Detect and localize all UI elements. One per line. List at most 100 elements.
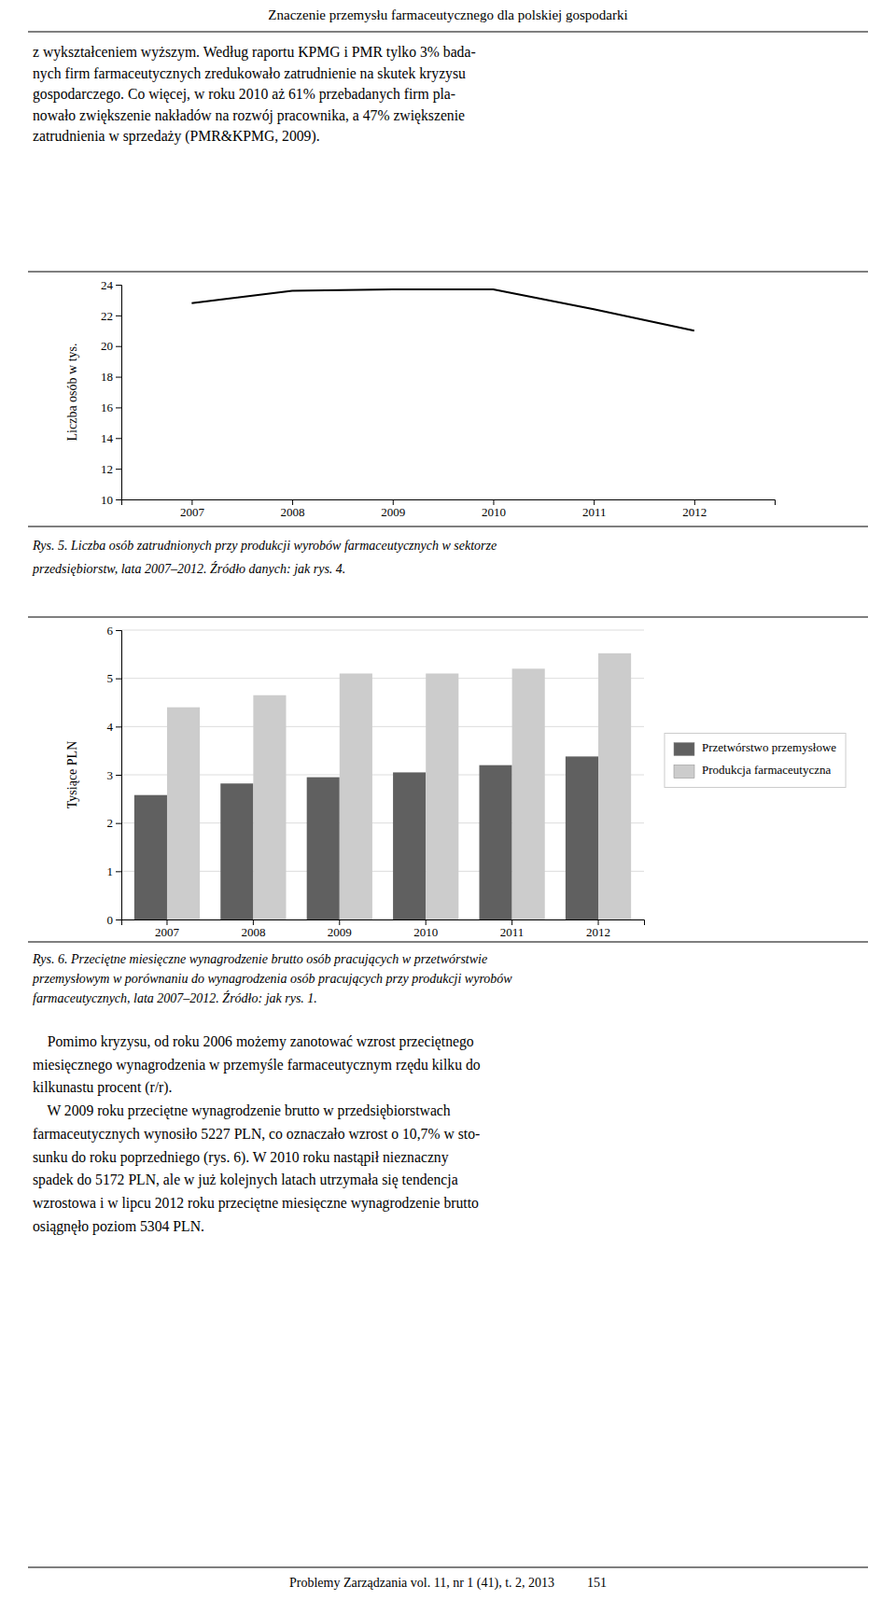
tick: 2012 — [586, 919, 611, 939]
paragraph-line: osiągnęło poziom 5304 PLN. — [32, 1218, 205, 1235]
tick-mark — [191, 499, 193, 505]
tick-mark — [115, 284, 122, 286]
tick: 2008 — [280, 499, 306, 519]
tick: 4 — [107, 719, 123, 734]
grid — [121, 630, 644, 920]
tick-mark — [115, 406, 122, 408]
paragraph-line: nowało zwiększenie nakładów na rozwój pr… — [32, 107, 465, 125]
tick: 16 — [100, 400, 122, 415]
separator — [28, 940, 868, 942]
tick: 6 — [107, 623, 123, 638]
separator — [28, 525, 868, 527]
tick-mark — [115, 499, 122, 501]
grid-line — [121, 630, 644, 631]
tick-mark — [166, 919, 168, 925]
tick: 2011 — [582, 499, 607, 519]
page: Znaczenie przemysłu farmaceutycznego dla… — [0, 0, 896, 1600]
bar — [512, 668, 546, 920]
legend-frame — [664, 733, 846, 788]
paragraph-line: W 2009 roku przeciętne wynagrodzenie bru… — [32, 1102, 451, 1120]
axis: 2007 2008 2009 2010 2011 2012 — [122, 919, 645, 939]
tick-label: 2009 — [327, 924, 352, 939]
tick: 1 — [107, 864, 123, 879]
tick: 2010 — [481, 499, 506, 519]
background — [0, 0, 896, 1600]
bar — [565, 756, 599, 920]
tick-mark — [115, 346, 122, 348]
paragraph-line: nych firm farmaceutycznych zredukowało z… — [32, 65, 466, 83]
axis: 200720082009201020112012 — [122, 499, 776, 519]
legend-swatch — [673, 742, 695, 756]
tick-label: 2007 — [180, 504, 206, 519]
tick: 5 — [107, 671, 123, 686]
tick: 2 — [107, 815, 123, 830]
tick-mark — [694, 499, 696, 505]
caption-line: przemysłowym w porównaniu do wynagrodzen… — [31, 971, 513, 986]
tick-label: 2007 — [154, 924, 181, 939]
line — [191, 289, 694, 331]
tick-mark — [115, 377, 122, 378]
tick: 2012 — [682, 499, 707, 519]
tick-label: 18 — [100, 369, 113, 384]
tick-label: 20 — [100, 338, 113, 353]
tick-label: 2008 — [240, 924, 266, 939]
tick-mark — [593, 499, 595, 505]
tick-label: 1 — [107, 864, 114, 879]
tick-mark — [115, 774, 122, 776]
tick-mark — [292, 499, 294, 505]
tick-label: 24 — [100, 278, 114, 293]
tick-label: 22 — [100, 308, 113, 323]
tick-label: 16 — [100, 400, 114, 415]
legend-item: Produkcja farmaceutyczna — [673, 762, 831, 778]
tick: 2007 — [154, 919, 181, 939]
legend: Przetwórstwo przemysłoweProdukcja farmac… — [664, 733, 846, 788]
grid-line — [121, 677, 644, 679]
separator — [28, 270, 868, 272]
axis-line — [115, 285, 123, 501]
paragraph-line: Pomimo kryzysu, od roku 2006 możemy zano… — [32, 1033, 475, 1050]
tick: 2010 — [413, 919, 438, 939]
tick: 12 — [100, 462, 122, 476]
bar — [392, 771, 426, 920]
tick: 2007 — [180, 499, 206, 519]
bar-series — [167, 653, 631, 920]
tick: 24 — [100, 278, 122, 293]
axis: 0123456 — [107, 623, 123, 927]
footer: Problemy Zarządzania vol. 11, nr 1 (41),… — [289, 1575, 607, 1591]
tick-mark — [392, 499, 394, 505]
plot-area — [134, 653, 631, 920]
tick-label: 6 — [107, 623, 114, 638]
tick-label: 0 — [107, 912, 114, 927]
axis: 1012141618202224 — [100, 278, 123, 507]
axis-title: Tysiące PLN — [65, 741, 80, 810]
tick: 10 — [100, 492, 122, 507]
tick-label: 4 — [107, 719, 114, 734]
axis-title: Liczba osób w tys. — [65, 343, 80, 442]
tick-label: 2010 — [481, 504, 506, 519]
tick-label: 2008 — [280, 504, 306, 519]
tick-mark — [115, 630, 122, 631]
tick: 2009 — [327, 919, 352, 939]
caption-line: Rys. 5. Liczba osób zatrudnionych przy p… — [31, 538, 497, 553]
tick: 22 — [100, 308, 122, 323]
tick-mark — [115, 437, 122, 439]
bar — [425, 673, 459, 921]
separator — [28, 616, 868, 617]
paragraph-line: z wykształceniem wyższym. Według raportu… — [32, 43, 476, 61]
tick-label: 2010 — [413, 924, 438, 939]
tick: 2011 — [500, 919, 525, 939]
tick-mark — [115, 870, 122, 872]
tick-mark — [511, 919, 513, 925]
tick-mark — [115, 678, 122, 680]
bar — [307, 777, 340, 920]
tick-label: 2012 — [682, 504, 707, 519]
tick-label: 2011 — [500, 924, 525, 939]
chart: 2007200820092010201120120123456Tysiące P… — [65, 623, 846, 940]
separator — [28, 30, 868, 32]
tick-mark — [252, 919, 254, 925]
paragraph-line: spadek do 5172 PLN, ale w już kolejnych … — [32, 1171, 459, 1189]
paragraph-line: miesięcznego wynagrodzenia w przemyśle f… — [32, 1056, 481, 1074]
tick-label: 2011 — [582, 504, 607, 519]
tick-label: 2012 — [586, 924, 611, 939]
paragraph-line: gospodarczego. Co więcej, w roku 2010 aż… — [32, 85, 456, 103]
